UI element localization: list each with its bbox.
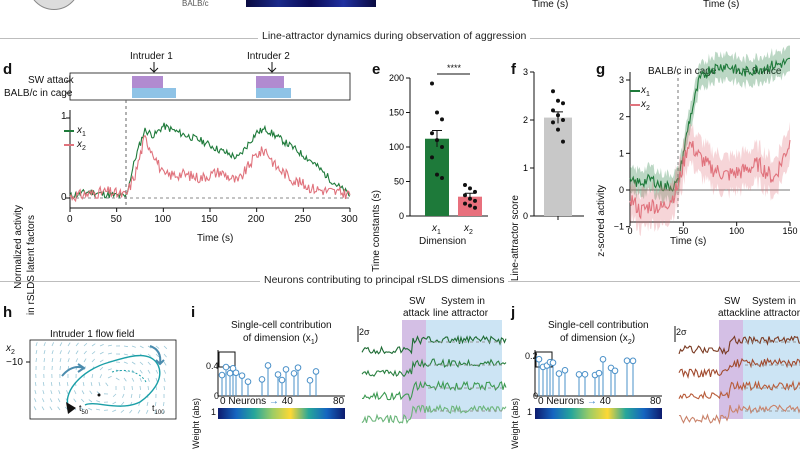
svg-j-stem-head [612, 368, 618, 374]
svg-j-stem-head [596, 370, 602, 376]
svg-j-stem-head [562, 367, 568, 373]
svg-j-stem-head [576, 372, 582, 378]
svg-j-stem-head [624, 358, 630, 364]
svg-j-stem-head [630, 358, 636, 364]
svg-j-stem-head [556, 371, 562, 377]
svg-j-stem-head [536, 356, 542, 362]
svg-j-stem-head [600, 356, 606, 362]
svg-j-stem-head [550, 360, 556, 366]
svg-j-stem-head [582, 372, 588, 378]
svg-j-attractor-band [743, 320, 800, 419]
svg-j-attack-band [719, 320, 743, 419]
panel-j-chart [0, 0, 800, 419]
